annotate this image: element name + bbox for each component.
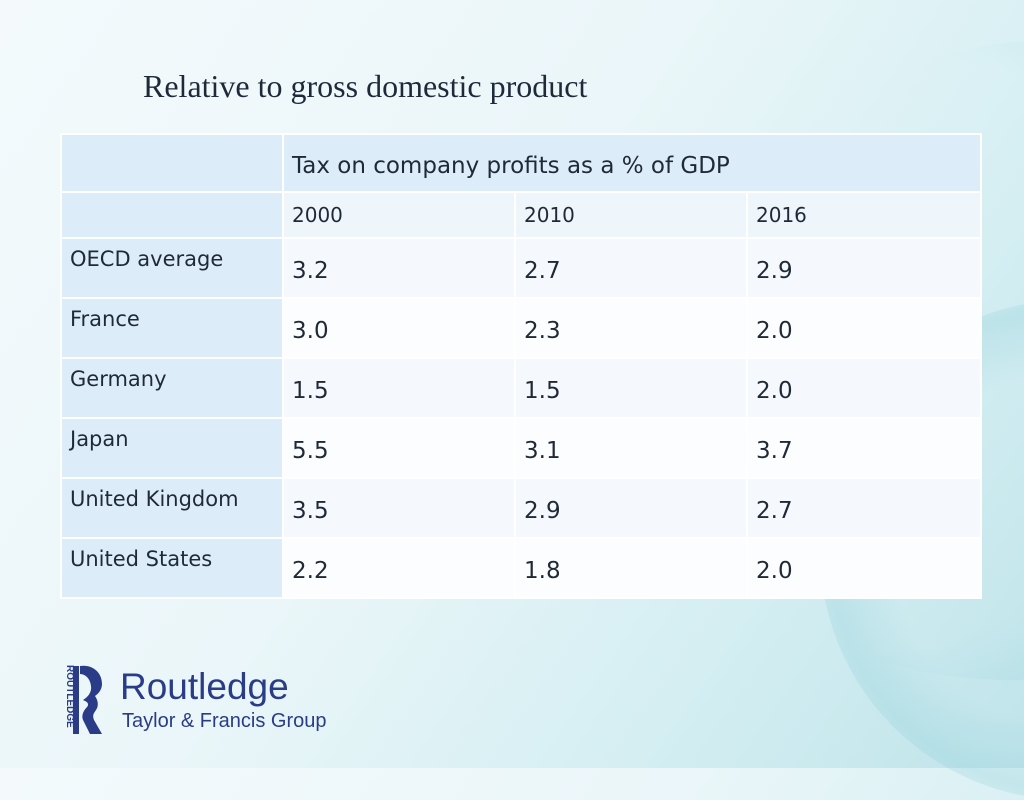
table-row: Japan 5.5 3.1 3.7 (62, 419, 980, 477)
year-2010: 2010 (516, 193, 746, 237)
value-cell: 1.5 (516, 359, 746, 417)
year-2016: 2016 (748, 193, 980, 237)
routledge-logo: ROUTLEDGE Routledge Taylor & Francis Gro… (58, 660, 338, 740)
table-header: Tax on company profits as a % of GDP (284, 135, 980, 191)
table-row: United States 2.2 1.8 2.0 (62, 539, 980, 597)
value-cell: 2.0 (748, 299, 980, 357)
header-blank-cell (62, 135, 282, 191)
value-cell: 3.0 (284, 299, 514, 357)
value-cell: 2.7 (516, 239, 746, 297)
table-header-row: Tax on company profits as a % of GDP (62, 135, 980, 191)
value-cell: 3.2 (284, 239, 514, 297)
logo-group: Taylor & Francis Group (122, 710, 327, 732)
value-cell: 2.9 (516, 479, 746, 537)
country-label: United Kingdom (62, 479, 282, 537)
routledge-logo-icon: ROUTLEDGE (64, 665, 102, 734)
value-cell: 2.3 (516, 299, 746, 357)
value-cell: 1.5 (284, 359, 514, 417)
country-label: Japan (62, 419, 282, 477)
country-label: OECD average (62, 239, 282, 297)
table-row: OECD average 3.2 2.7 2.9 (62, 239, 980, 297)
slide-title: Relative to gross domestic product (143, 68, 588, 104)
tax-table: Tax on company profits as a % of GDP 200… (60, 133, 982, 599)
value-cell: 2.7 (748, 479, 980, 537)
country-label: France (62, 299, 282, 357)
table-row: United Kingdom 3.5 2.9 2.7 (62, 479, 980, 537)
logo-brand: Routledge (120, 666, 289, 707)
table-row: Germany 1.5 1.5 2.0 (62, 359, 980, 417)
value-cell: 2.2 (284, 539, 514, 597)
country-label: Germany (62, 359, 282, 417)
country-label: United States (62, 539, 282, 597)
value-cell: 1.8 (516, 539, 746, 597)
years-row: 2000 2010 2016 (62, 193, 980, 237)
value-cell: 2.0 (748, 359, 980, 417)
year-2000: 2000 (284, 193, 514, 237)
logo-vertical-text: ROUTLEDGE (64, 665, 75, 728)
value-cell: 2.9 (748, 239, 980, 297)
value-cell: 3.7 (748, 419, 980, 477)
value-cell: 2.0 (748, 539, 980, 597)
years-blank-cell (62, 193, 282, 237)
table-row: France 3.0 2.3 2.0 (62, 299, 980, 357)
value-cell: 3.5 (284, 479, 514, 537)
value-cell: 3.1 (516, 419, 746, 477)
value-cell: 5.5 (284, 419, 514, 477)
